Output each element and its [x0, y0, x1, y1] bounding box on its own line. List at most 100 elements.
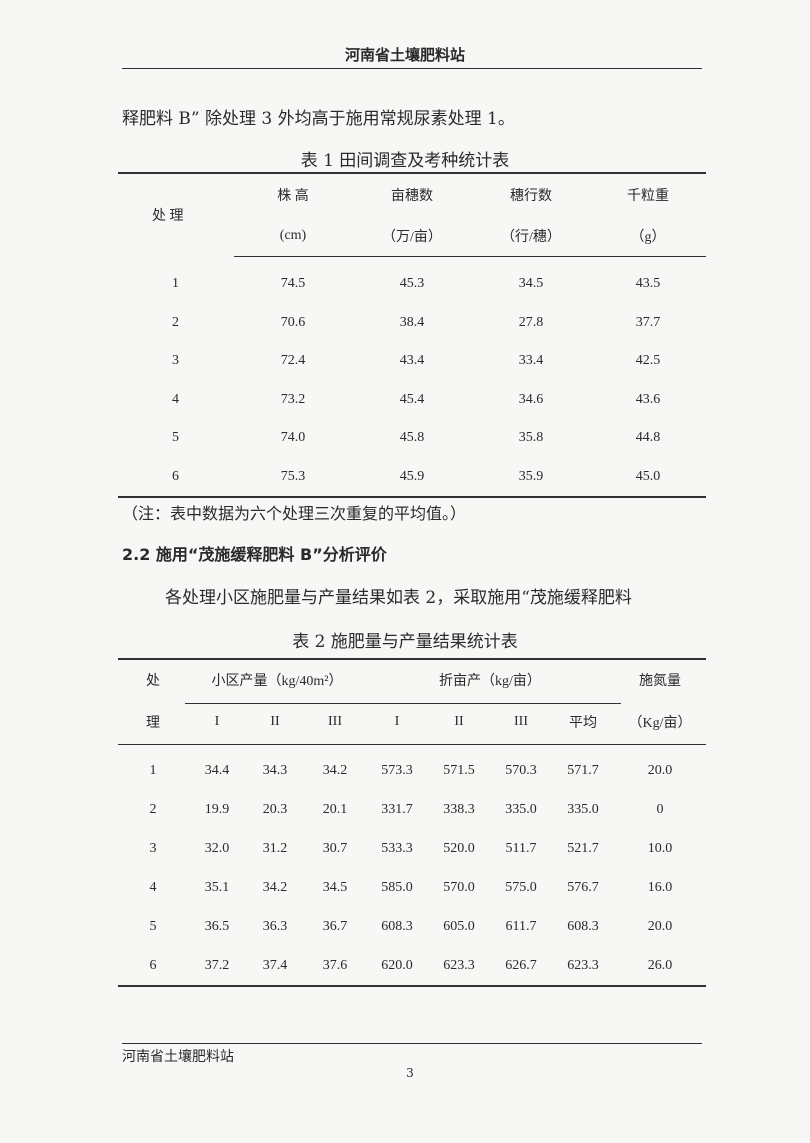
table2-cell: 331.7 — [381, 801, 413, 817]
table2-header-cell: 理 — [118, 700, 188, 745]
table1-cell: 37.7 — [635, 314, 661, 330]
table2-cell: 10.0 — [647, 840, 673, 856]
header-rule — [122, 68, 702, 69]
table2-cell: 533.3 — [381, 840, 413, 856]
table2-cell: 335.0 — [505, 801, 537, 817]
table2-cell: 37.6 — [304, 946, 366, 987]
table1-caption: 表 1 田间调查及考种统计表 — [300, 151, 510, 171]
table1-cell: 1 — [172, 276, 179, 291]
table2-cell: 4 — [149, 879, 157, 895]
table-row: 6 37.2 37.4 37.6 620.0 623.3 626.7 623.3 26.0 — [118, 946, 706, 987]
table2-cell: 626.7 — [490, 946, 552, 987]
table1-header-cell: 亩穗数 — [391, 188, 433, 204]
table1-cell: 34.6 — [518, 391, 544, 407]
table2-cell: 571.5 — [443, 762, 475, 778]
table2-header-row: 处 小区产量（kg/40m²） 折亩产（kg/亩） 施氮量 — [118, 660, 706, 700]
table1-cell: 34.5 — [518, 276, 544, 292]
table-row: 3 72.4 43.4 33.4 42.5 — [118, 342, 706, 381]
table2-cell: 1 — [149, 762, 157, 778]
table2-cell: 3 — [149, 840, 157, 856]
table1-cell: 6 — [118, 457, 234, 498]
table2-cell: 570.0 — [443, 879, 475, 895]
table2-cell: 2 — [149, 801, 157, 817]
table2-cell: 620.0 — [366, 946, 428, 987]
table1-cell: 35.9 — [472, 457, 590, 498]
table2-header-cell: 处 — [146, 674, 160, 689]
table-row: 2 19.9 20.3 20.1 331.7 338.3 335.0 335.0 0 — [118, 790, 706, 829]
table2-cell: 19.9 — [204, 801, 230, 817]
table2-cell: 605.0 — [443, 918, 475, 934]
table2-cell: 511.7 — [505, 840, 537, 856]
page-header: 河南省土壤肥料站 — [344, 46, 465, 64]
table2-header-cell: III — [304, 700, 366, 745]
table1-cell: 43.5 — [635, 276, 661, 292]
table1-header-cell: （行/穗） — [472, 215, 590, 257]
table2-header-cell: II — [428, 700, 490, 745]
table2-top-rule — [118, 658, 706, 660]
table2-cell: 623.3 — [428, 946, 490, 987]
table1-cell: 2 — [172, 314, 179, 330]
table1-header-row: 处 理 株 高 亩穗数 穗行数 千粒重 — [118, 174, 706, 225]
table2-cell: 37.4 — [246, 946, 304, 987]
table2-cell: 16.0 — [647, 879, 673, 895]
table2-cell: 20.0 — [647, 918, 673, 934]
table1: 处 理株 高亩穗数 穗行数 千粒重 (cm) （万/亩） （行/穗） （g） 1 74.5 45… — [118, 174, 706, 498]
table1-cell: 45.0 — [590, 457, 706, 498]
table2-cell: 34.5 — [322, 879, 348, 895]
footer-rule — [122, 1043, 702, 1044]
table2-cell: 570.3 — [505, 762, 537, 778]
table2-cell: 6 — [118, 946, 188, 987]
table2-cell: 608.3 — [567, 918, 599, 934]
table1-cell: 74.5 — [280, 276, 306, 292]
table2-header-cell: I — [188, 700, 246, 745]
table1-header-cell: (cm) — [234, 215, 352, 257]
table1-cell: 3 — [172, 353, 179, 369]
table2-cell: 521.7 — [567, 840, 599, 856]
table2-cell: 573.3 — [381, 762, 413, 778]
table1-cell: 45.4 — [399, 391, 425, 407]
table2-header-row: 理 I II III I II III 平均 （Kg/亩） — [118, 700, 706, 745]
table2-cell: 26.0 — [614, 946, 706, 987]
table2-cell: 576.7 — [567, 879, 599, 895]
table-row: 6 75.3 45.9 35.9 45.0 — [118, 457, 706, 498]
table2-cell: 36.7 — [322, 918, 348, 934]
table1-note: （注：表中数据为六个处理三次重复的平均值。） — [122, 504, 467, 523]
table1-cell: 75.3 — [234, 457, 352, 498]
table2-cell: 34.3 — [262, 762, 288, 778]
table2-header-cell: 折亩产（kg/亩） — [439, 674, 541, 689]
table2-header-cell: 平均 — [552, 700, 614, 745]
table1-header-cell: 处 理 — [152, 209, 184, 225]
footer-org: 河南省土壤肥料站 — [122, 1049, 234, 1065]
paragraph: 各处理小区施肥量与产量结果如表 2，采取施用“茂施缓释肥料 — [165, 588, 632, 608]
table1-cell: 27.8 — [518, 314, 544, 330]
table2-cell: 335.0 — [567, 801, 599, 817]
table1-cell: 74.0 — [280, 430, 306, 446]
table1-cell: 44.8 — [635, 430, 661, 446]
table2: 处小区产量（kg/40m²） 折亩产（kg/亩） 施氮量理 I II III I II III 平… — [118, 660, 706, 987]
table-row: 3 32.0 31.2 30.7 533.3 520.0 511.7 521.7 10.0 — [118, 829, 706, 868]
table2-header-cell: （Kg/亩） — [614, 700, 706, 745]
table2-header-cell: II — [246, 700, 304, 745]
table2-cell: 611.7 — [505, 918, 537, 934]
table2-cell: 34.2 — [322, 762, 348, 778]
table1-cell: 33.4 — [518, 353, 544, 369]
table2-cell: 623.3 — [552, 946, 614, 987]
table2-cell: 30.7 — [322, 840, 348, 856]
table-row: 1 34.4 34.3 34.2 573.3 571.5 570.3 571.7 20.0 — [118, 745, 706, 791]
table2-cell: 338.3 — [443, 801, 475, 817]
table2-cell: 37.2 — [188, 946, 246, 987]
table2-cell: 608.3 — [381, 918, 413, 934]
table2-header-cell: I — [366, 700, 428, 745]
table1-header-cell: 千粒重 — [627, 188, 669, 204]
table1-cell: 45.9 — [352, 457, 472, 498]
table1-header-cell: 穗行数 — [510, 188, 552, 204]
table2-header-cell: 施氮量 — [639, 674, 681, 689]
table2-cell: 31.2 — [262, 840, 288, 856]
table2-cell: 520.0 — [443, 840, 475, 856]
section-title: 2.2 施用“茂施缓释肥料 B”分析评价 — [122, 545, 387, 564]
table2-cell: 36.3 — [262, 918, 288, 934]
table2-cell: 20.3 — [262, 801, 288, 817]
table2-cell: 34.4 — [204, 762, 230, 778]
table2-header-cell: III — [490, 700, 552, 745]
table1-cell: 42.5 — [635, 353, 661, 369]
